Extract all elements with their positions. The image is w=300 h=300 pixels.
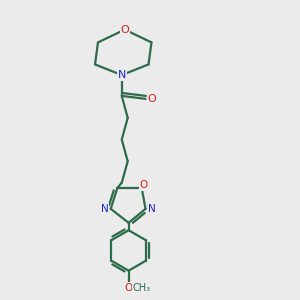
Text: O: O (139, 180, 147, 190)
Text: N: N (118, 70, 126, 80)
Text: O: O (124, 283, 133, 293)
Text: O: O (147, 94, 156, 104)
Text: N: N (101, 204, 109, 214)
Text: N: N (148, 204, 155, 214)
Text: O: O (120, 25, 129, 34)
Text: CH₃: CH₃ (132, 283, 150, 293)
